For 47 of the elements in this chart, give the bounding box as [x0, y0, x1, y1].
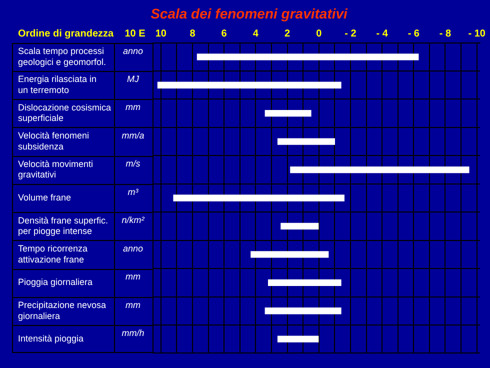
bar [277, 336, 319, 342]
bar [290, 166, 470, 174]
text: mm/h [122, 328, 144, 338]
x-tick-label: 4 [252, 28, 259, 40]
text: MJ [127, 74, 140, 84]
x-tick-label: 2 [284, 28, 290, 40]
y-tick-label: Scala tempo processi geologici e geomorfol. [18, 46, 106, 67]
x-axis-title: 10 E [124, 28, 146, 40]
x-tick-label: 8 [190, 28, 196, 40]
y-tick-label: Pioggia giornaliera [18, 277, 93, 288]
bar [264, 308, 342, 314]
x-tick-label: - 10 [468, 28, 486, 40]
text: mm [126, 300, 141, 310]
text: anno [122, 46, 144, 56]
bar [173, 194, 344, 202]
bar [250, 251, 329, 258]
bar [264, 110, 312, 117]
text: mm [126, 102, 141, 112]
bar [277, 138, 335, 145]
text: anno [122, 243, 144, 254]
text: n/km² [122, 215, 146, 226]
text: mm [126, 272, 141, 282]
bar [196, 54, 419, 60]
y-tick-label: Intensità pioggia [18, 334, 84, 344]
y-tick-label: Energia rilasciata in un terremoto [18, 74, 97, 96]
x-tick-label: 6 [221, 28, 228, 40]
y-tick-label: Velocità fenomeni subsidenza [18, 130, 90, 152]
y-tick-label: Precipitazione nevosa giornaliera [18, 300, 106, 321]
bar [268, 279, 342, 286]
text: mm/a [122, 130, 144, 140]
x-tick-label: - 4 [376, 28, 388, 40]
x-tick-label: - 8 [439, 28, 452, 40]
x-tick-label: - 2 [344, 28, 357, 40]
y-tick-label: Velocità movimenti gravitativi [18, 158, 94, 180]
x-tick-label: 10 [155, 28, 167, 40]
bar [157, 82, 342, 88]
text: m³ [128, 186, 140, 197]
y-tick-label: Volume frane [18, 192, 72, 202]
bar [280, 222, 319, 230]
y-tick-label: Tempo ricorrenza attivazione frane [18, 244, 88, 264]
text: m/s [126, 158, 141, 169]
y-tick-label: Dislocazione cosismica superficiale [18, 102, 112, 124]
y-tick-label: Densità frane superfic. per piogge intense [18, 215, 108, 236]
y-axis-title: Ordine di grandezza [18, 28, 114, 40]
x-tick-label: - 6 [408, 28, 420, 40]
x-tick-label: 0 [316, 28, 322, 40]
chart-title: Scala dei fenomeni gravitativi [150, 5, 349, 22]
